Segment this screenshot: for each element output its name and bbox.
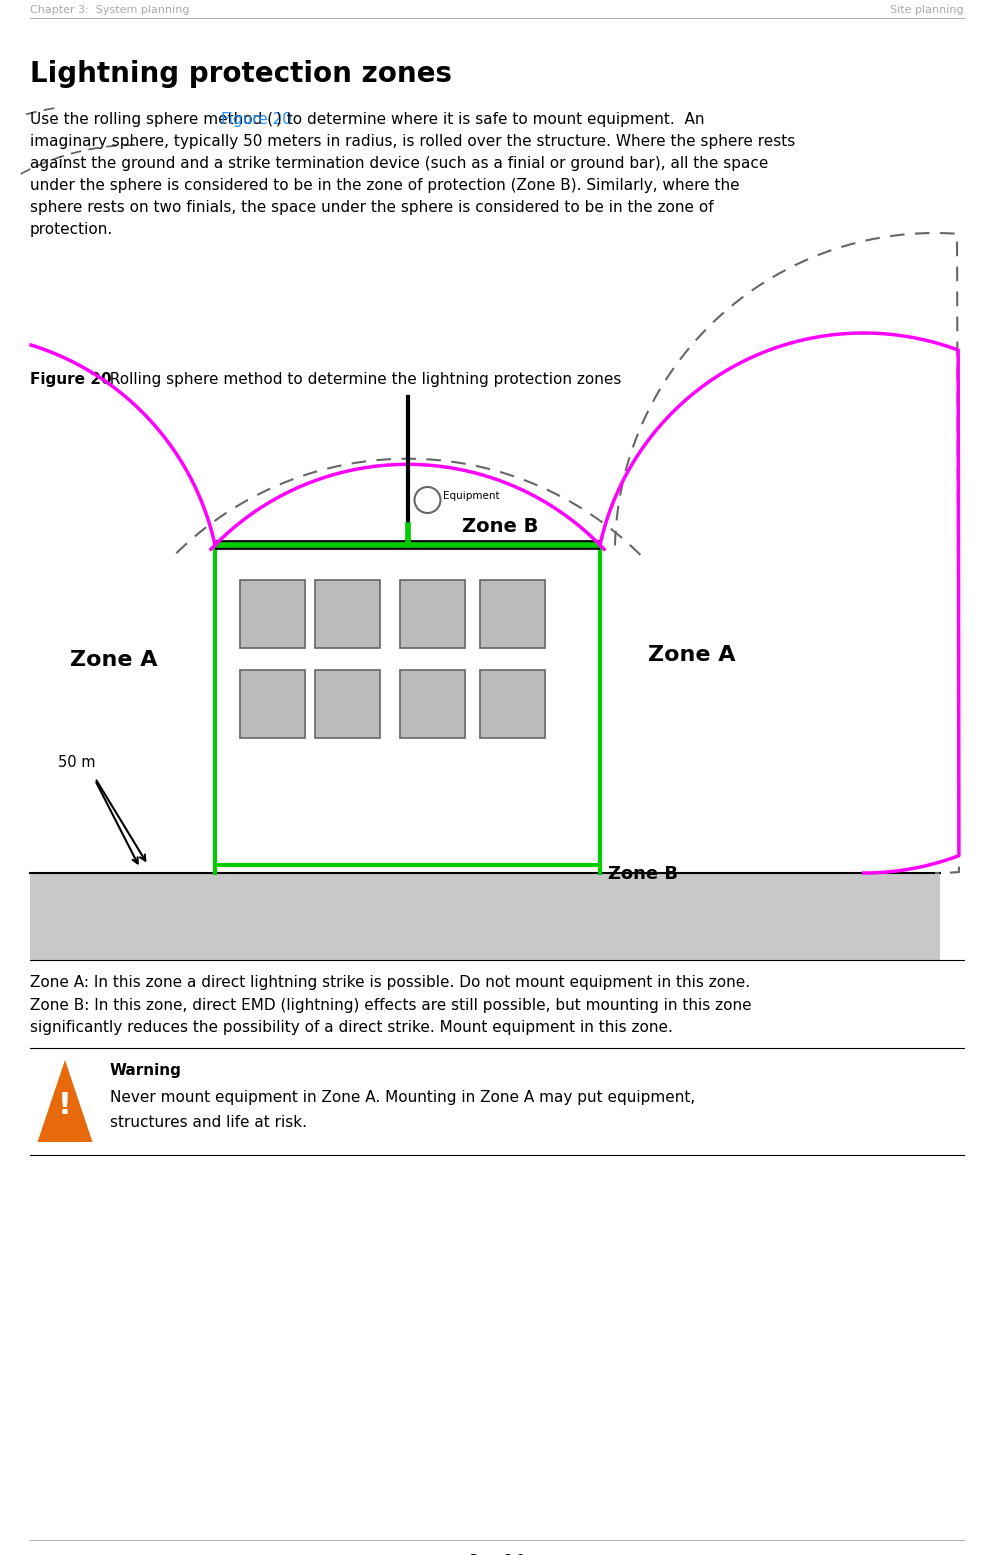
Text: Equipment: Equipment — [443, 491, 500, 501]
Bar — [480, 670, 545, 739]
Text: Site planning: Site planning — [891, 5, 964, 16]
Text: Zone B: In this zone, direct EMD (lightning) effects are still possible, but mou: Zone B: In this zone, direct EMD (lightn… — [30, 998, 751, 1012]
Text: Zone A: Zone A — [70, 650, 157, 670]
Bar — [480, 580, 545, 648]
Text: ) to determine where it is safe to mount equipment.  An: ) to determine where it is safe to mount… — [276, 112, 705, 128]
Text: Never mount equipment in Zone A. Mounting in Zone A may put equipment,: Never mount equipment in Zone A. Mountin… — [110, 1090, 695, 1106]
Bar — [215, 544, 600, 865]
Text: Use the rolling sphere method (: Use the rolling sphere method ( — [30, 112, 273, 128]
Text: significantly reduces the possibility of a direct strike. Mount equipment in thi: significantly reduces the possibility of… — [30, 1020, 673, 1036]
Bar — [240, 670, 305, 739]
Text: Figure 20: Figure 20 — [30, 372, 111, 387]
Text: Zone A: Zone A — [648, 645, 736, 666]
Text: Zone A: In this zone a direct lightning strike is possible. Do not mount equipme: Zone A: In this zone a direct lightning … — [30, 975, 750, 991]
Text: structures and life at risk.: structures and life at risk. — [110, 1115, 307, 1130]
Bar — [30, 872, 940, 959]
Text: Figure 20: Figure 20 — [221, 112, 291, 128]
Text: Warning: Warning — [110, 1064, 182, 1078]
Text: protection.: protection. — [30, 222, 113, 236]
Text: Zone B: Zone B — [462, 518, 539, 536]
Text: Lightning protection zones: Lightning protection zones — [30, 61, 452, 89]
Circle shape — [414, 487, 440, 513]
Text: Page 3-9: Page 3-9 — [469, 1553, 525, 1555]
Text: sphere rests on two finials, the space under the sphere is considered to be in t: sphere rests on two finials, the space u… — [30, 201, 714, 215]
Polygon shape — [38, 1061, 92, 1141]
Bar — [400, 580, 465, 648]
Text: against the ground and a strike termination device (such as a finial or ground b: against the ground and a strike terminat… — [30, 156, 768, 171]
Text: Chapter 3:  System planning: Chapter 3: System planning — [30, 5, 190, 16]
Text: Zone B: Zone B — [608, 865, 678, 883]
Text: imaginary sphere, typically 50 meters in radius, is rolled over the structure. W: imaginary sphere, typically 50 meters in… — [30, 134, 795, 149]
Text: under the sphere is considered to be in the zone of protection (Zone B). Similar: under the sphere is considered to be in … — [30, 177, 740, 193]
Text: !: ! — [58, 1090, 72, 1120]
Bar — [400, 670, 465, 739]
Bar — [240, 580, 305, 648]
Text: 50 m: 50 m — [58, 756, 95, 770]
Bar — [315, 670, 380, 739]
Bar — [315, 580, 380, 648]
Text: Rolling sphere method to determine the lightning protection zones: Rolling sphere method to determine the l… — [100, 372, 621, 387]
